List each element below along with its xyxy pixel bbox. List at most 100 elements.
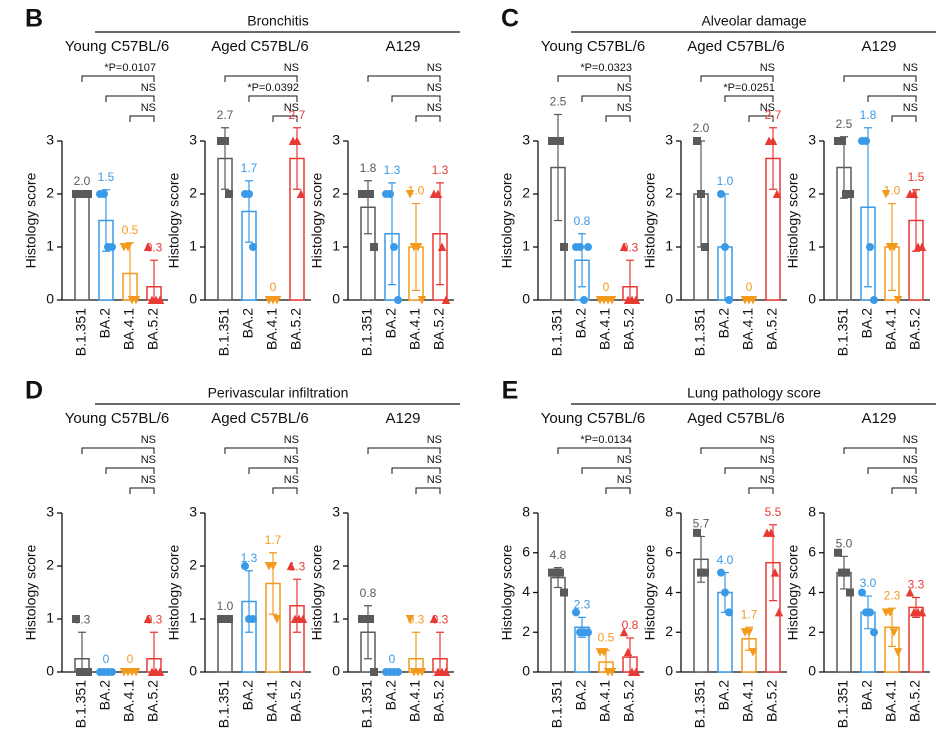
value-label: 2.3 — [574, 598, 591, 612]
comparison-label: NS — [141, 454, 156, 466]
comparison-label: *P=0.0107 — [104, 62, 156, 74]
error-bar — [364, 605, 372, 660]
error-bar — [888, 607, 896, 647]
comparison-label: NS — [427, 82, 442, 94]
chart-title: Young C57BL/6 — [65, 38, 170, 55]
y-tick-label: 2 — [46, 557, 54, 573]
x-tick-label: B.1.351 — [692, 680, 708, 728]
data-point — [268, 562, 278, 571]
y-tick-label: 3 — [46, 504, 54, 520]
y-tick-label: 3 — [522, 132, 530, 148]
chart-title: Aged C57BL/6 — [687, 410, 785, 427]
data-point — [433, 189, 443, 199]
data-point — [393, 295, 402, 304]
x-tick-label: B.1.351 — [359, 308, 375, 356]
x-tick-label: BA.5.2 — [431, 680, 447, 722]
comparison-bracket — [391, 467, 441, 474]
error-bar — [840, 136, 848, 199]
comparison-bracket — [748, 487, 774, 494]
comparison-bracket — [557, 447, 631, 454]
error-bar — [436, 182, 444, 286]
data-point — [721, 588, 730, 597]
y-axis-label: Histology score — [166, 172, 182, 268]
value-label: 1.7 — [241, 161, 258, 175]
value-label: 3.3 — [908, 578, 925, 592]
value-label: 0 — [389, 652, 396, 666]
value-label: 2.7 — [289, 108, 306, 122]
data-point — [405, 615, 415, 624]
data-point — [405, 189, 415, 199]
data-point — [272, 295, 282, 305]
comparison-label: NS — [760, 454, 775, 466]
x-tick-label: BA.5.2 — [907, 308, 923, 350]
data-point — [296, 189, 306, 199]
x-tick-label: BA.5.2 — [764, 680, 780, 722]
data-point — [131, 668, 141, 677]
error-bar — [293, 578, 301, 633]
data-point — [298, 614, 308, 623]
comparison-label: NS — [141, 434, 156, 446]
data-point — [123, 242, 133, 252]
data-point — [584, 242, 593, 251]
comparison-bracket — [891, 487, 917, 494]
y-tick-label: 8 — [808, 504, 816, 520]
data-point — [365, 615, 374, 624]
data-point — [717, 189, 726, 198]
chart-title: A129 — [385, 410, 420, 427]
data-point — [292, 136, 302, 146]
comparison-label: NS — [141, 474, 156, 486]
comparison-label: NS — [141, 82, 156, 94]
x-tick-label: BA.2 — [383, 680, 399, 711]
panel-title: Bronchitis — [247, 13, 308, 29]
y-tick-label: 2 — [46, 185, 54, 201]
y-tick-label: 0 — [332, 291, 340, 307]
x-tick-label: BA.5.2 — [621, 680, 637, 722]
comparison-bracket — [724, 95, 774, 102]
chart-title: Young C57BL/6 — [541, 410, 646, 427]
y-tick-label: 3 — [808, 132, 816, 148]
x-tick-label: BA.2 — [240, 308, 256, 339]
y-axis-label: Histology score — [23, 544, 39, 640]
data-point — [429, 614, 439, 623]
value-label: 0 — [603, 280, 610, 294]
y-tick-label: 2 — [189, 185, 197, 201]
comparison-label: *P=0.0251 — [723, 82, 775, 94]
data-point — [619, 627, 629, 637]
data-point — [131, 295, 141, 305]
x-tick-label: BA.5.2 — [145, 308, 161, 350]
data-point — [72, 615, 81, 624]
x-tick-label: BA.4.1 — [740, 308, 756, 350]
comparison-label: *P=0.0134 — [580, 434, 632, 446]
y-tick-label: 1 — [46, 610, 54, 626]
x-tick-label: BA.2 — [859, 680, 875, 711]
comparison-bracket — [581, 467, 631, 474]
x-tick-label: B.1.351 — [216, 680, 232, 728]
value-label: 1.3 — [432, 163, 449, 177]
value-label: 2.7 — [217, 108, 234, 122]
data-point — [393, 668, 402, 677]
data-point — [441, 295, 451, 305]
value-label: 0 — [103, 652, 110, 666]
error-bar — [912, 189, 920, 252]
comparison-label: NS — [903, 62, 918, 74]
x-tick-label: BA.4.1 — [121, 680, 137, 722]
bar — [217, 618, 233, 673]
data-point — [834, 548, 843, 557]
value-label: 1.7 — [741, 607, 758, 621]
error-bar — [364, 180, 372, 235]
comparison-bracket — [748, 115, 774, 122]
comparison-bracket — [700, 75, 774, 82]
data-point — [369, 668, 378, 677]
y-tick-label: 1 — [665, 238, 673, 254]
y-tick-label: 2 — [808, 185, 816, 201]
value-label: 1.0 — [217, 599, 234, 613]
comparison-bracket — [415, 115, 441, 122]
comparison-bracket — [867, 95, 917, 102]
y-tick-label: 6 — [665, 543, 673, 559]
data-point — [560, 242, 569, 251]
x-tick-label: B.1.351 — [692, 308, 708, 356]
x-tick-label: B.1.351 — [73, 680, 89, 728]
comparison-bracket — [248, 467, 298, 474]
data-point — [866, 608, 875, 617]
